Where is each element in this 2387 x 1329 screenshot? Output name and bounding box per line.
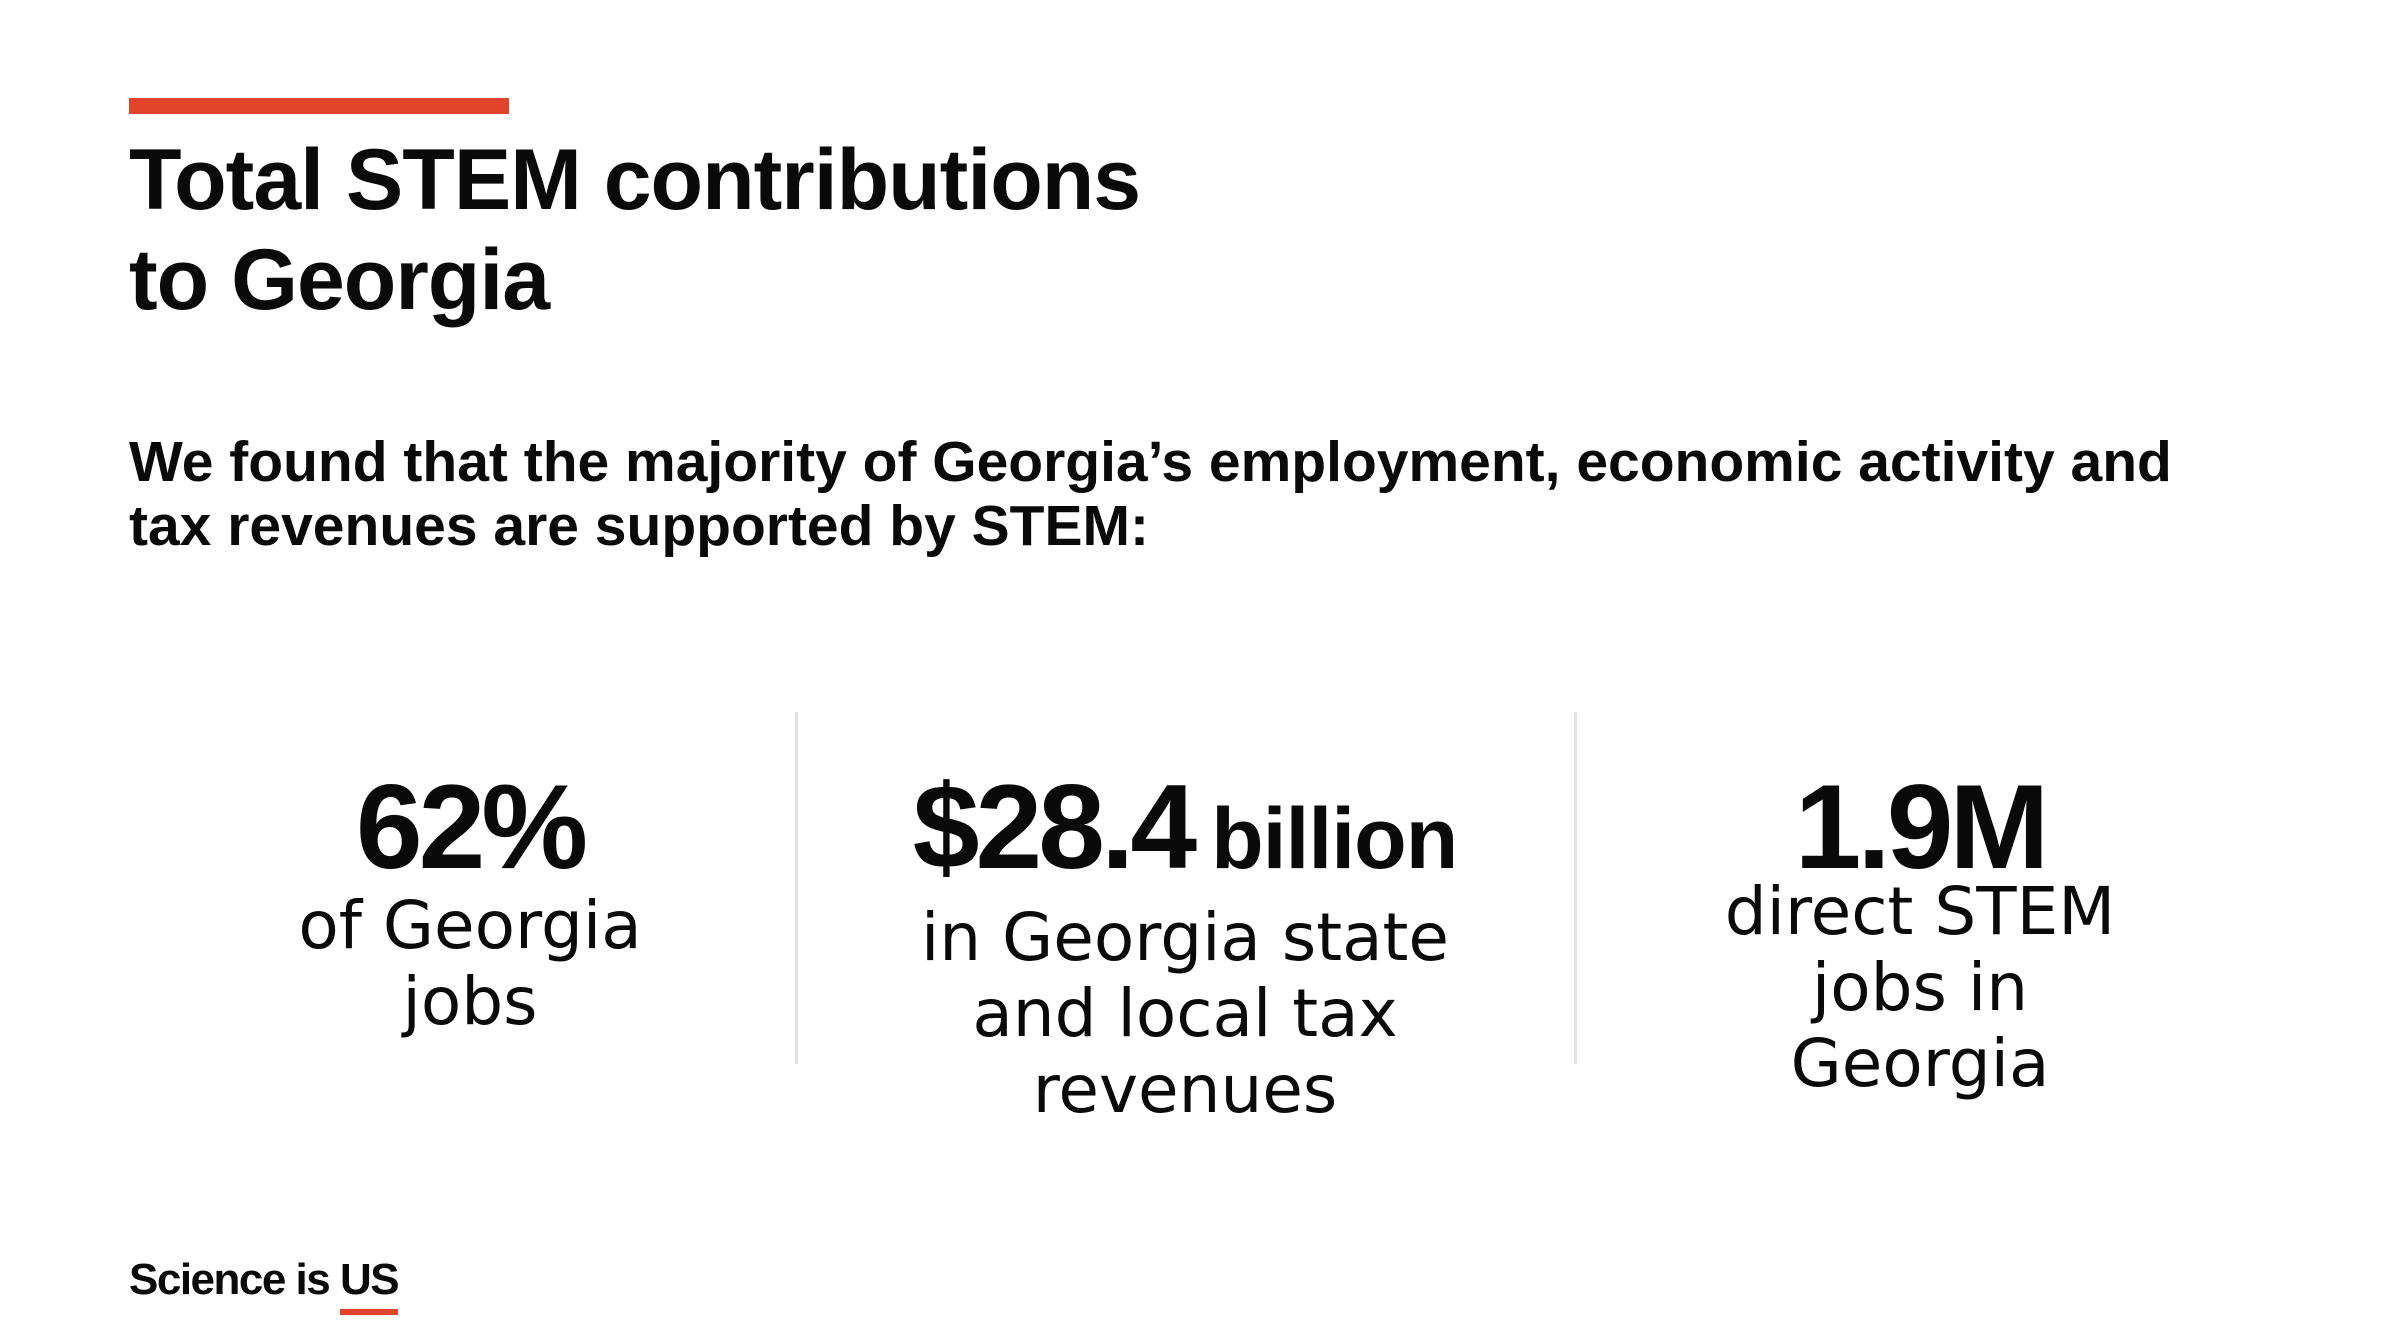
page-title: Total STEM contributions to Georgia [129, 130, 1529, 330]
stat-jobs-share-desc-line-1: of Georgia [298, 887, 642, 964]
intro-line-1: We found that the majority of Georgia’s … [129, 430, 2172, 494]
stat-jobs-share-value: 62% [170, 762, 770, 892]
stat-direct-jobs-desc-line-3: Georgia [1790, 1025, 2050, 1102]
stat-tax-revenue-desc-line-2: and local tax [972, 975, 1398, 1052]
logo-emphasis-text: US [339, 1255, 400, 1304]
stat-tax-revenue-desc-line-1: in Georgia state [920, 899, 1450, 976]
science-is-us-logo: Science is US [129, 1255, 400, 1315]
page-title-line-1: Total STEM contributions [129, 132, 1141, 228]
stat-jobs-share: 62% of Georgia jobs [170, 762, 770, 1040]
stats-row: 62% of Georgia jobs $28.4 billion in Geor… [0, 712, 2387, 1192]
stat-tax-revenue-value: $28.4 billion [820, 762, 1550, 904]
stat-divider-1 [795, 712, 798, 1064]
stat-tax-revenue-unit: billion [1211, 791, 1458, 887]
stat-tax-revenue: $28.4 billion in Georgia state and local … [820, 762, 1550, 1128]
title-accent-bar [129, 98, 509, 114]
stat-direct-jobs-desc-line-1: direct STEM [1724, 873, 2116, 950]
stat-direct-jobs-number: 1.9M [1794, 760, 2050, 894]
stat-direct-jobs: 1.9M direct STEM jobs in Georgia [1610, 762, 2230, 1102]
stat-tax-revenue-description: in Georgia state and local tax revenues [820, 900, 1550, 1128]
stat-tax-revenue-number: $28.4 [912, 760, 1197, 894]
intro-text: We found that the majority of Georgia’s … [129, 430, 2279, 558]
stat-jobs-share-number: 62% [355, 760, 588, 894]
stat-tax-revenue-desc-line-3: revenues [1032, 1051, 1338, 1128]
stat-divider-2 [1574, 712, 1577, 1064]
logo-prefix: Science is [129, 1255, 340, 1304]
intro-line-2: tax revenues are supported by STEM: [129, 494, 1149, 558]
page-title-line-2: to Georgia [129, 232, 550, 328]
stat-direct-jobs-desc-line-2: jobs in [1811, 949, 2029, 1026]
stat-jobs-share-desc-line-2: jobs [402, 963, 538, 1040]
logo-underline [339, 1309, 399, 1315]
logo-emphasis: US [339, 1255, 400, 1315]
stat-direct-jobs-value: 1.9M [1610, 762, 2230, 892]
stat-jobs-share-description: of Georgia jobs [170, 888, 770, 1040]
stat-direct-jobs-description: direct STEM jobs in Georgia [1610, 874, 2230, 1102]
